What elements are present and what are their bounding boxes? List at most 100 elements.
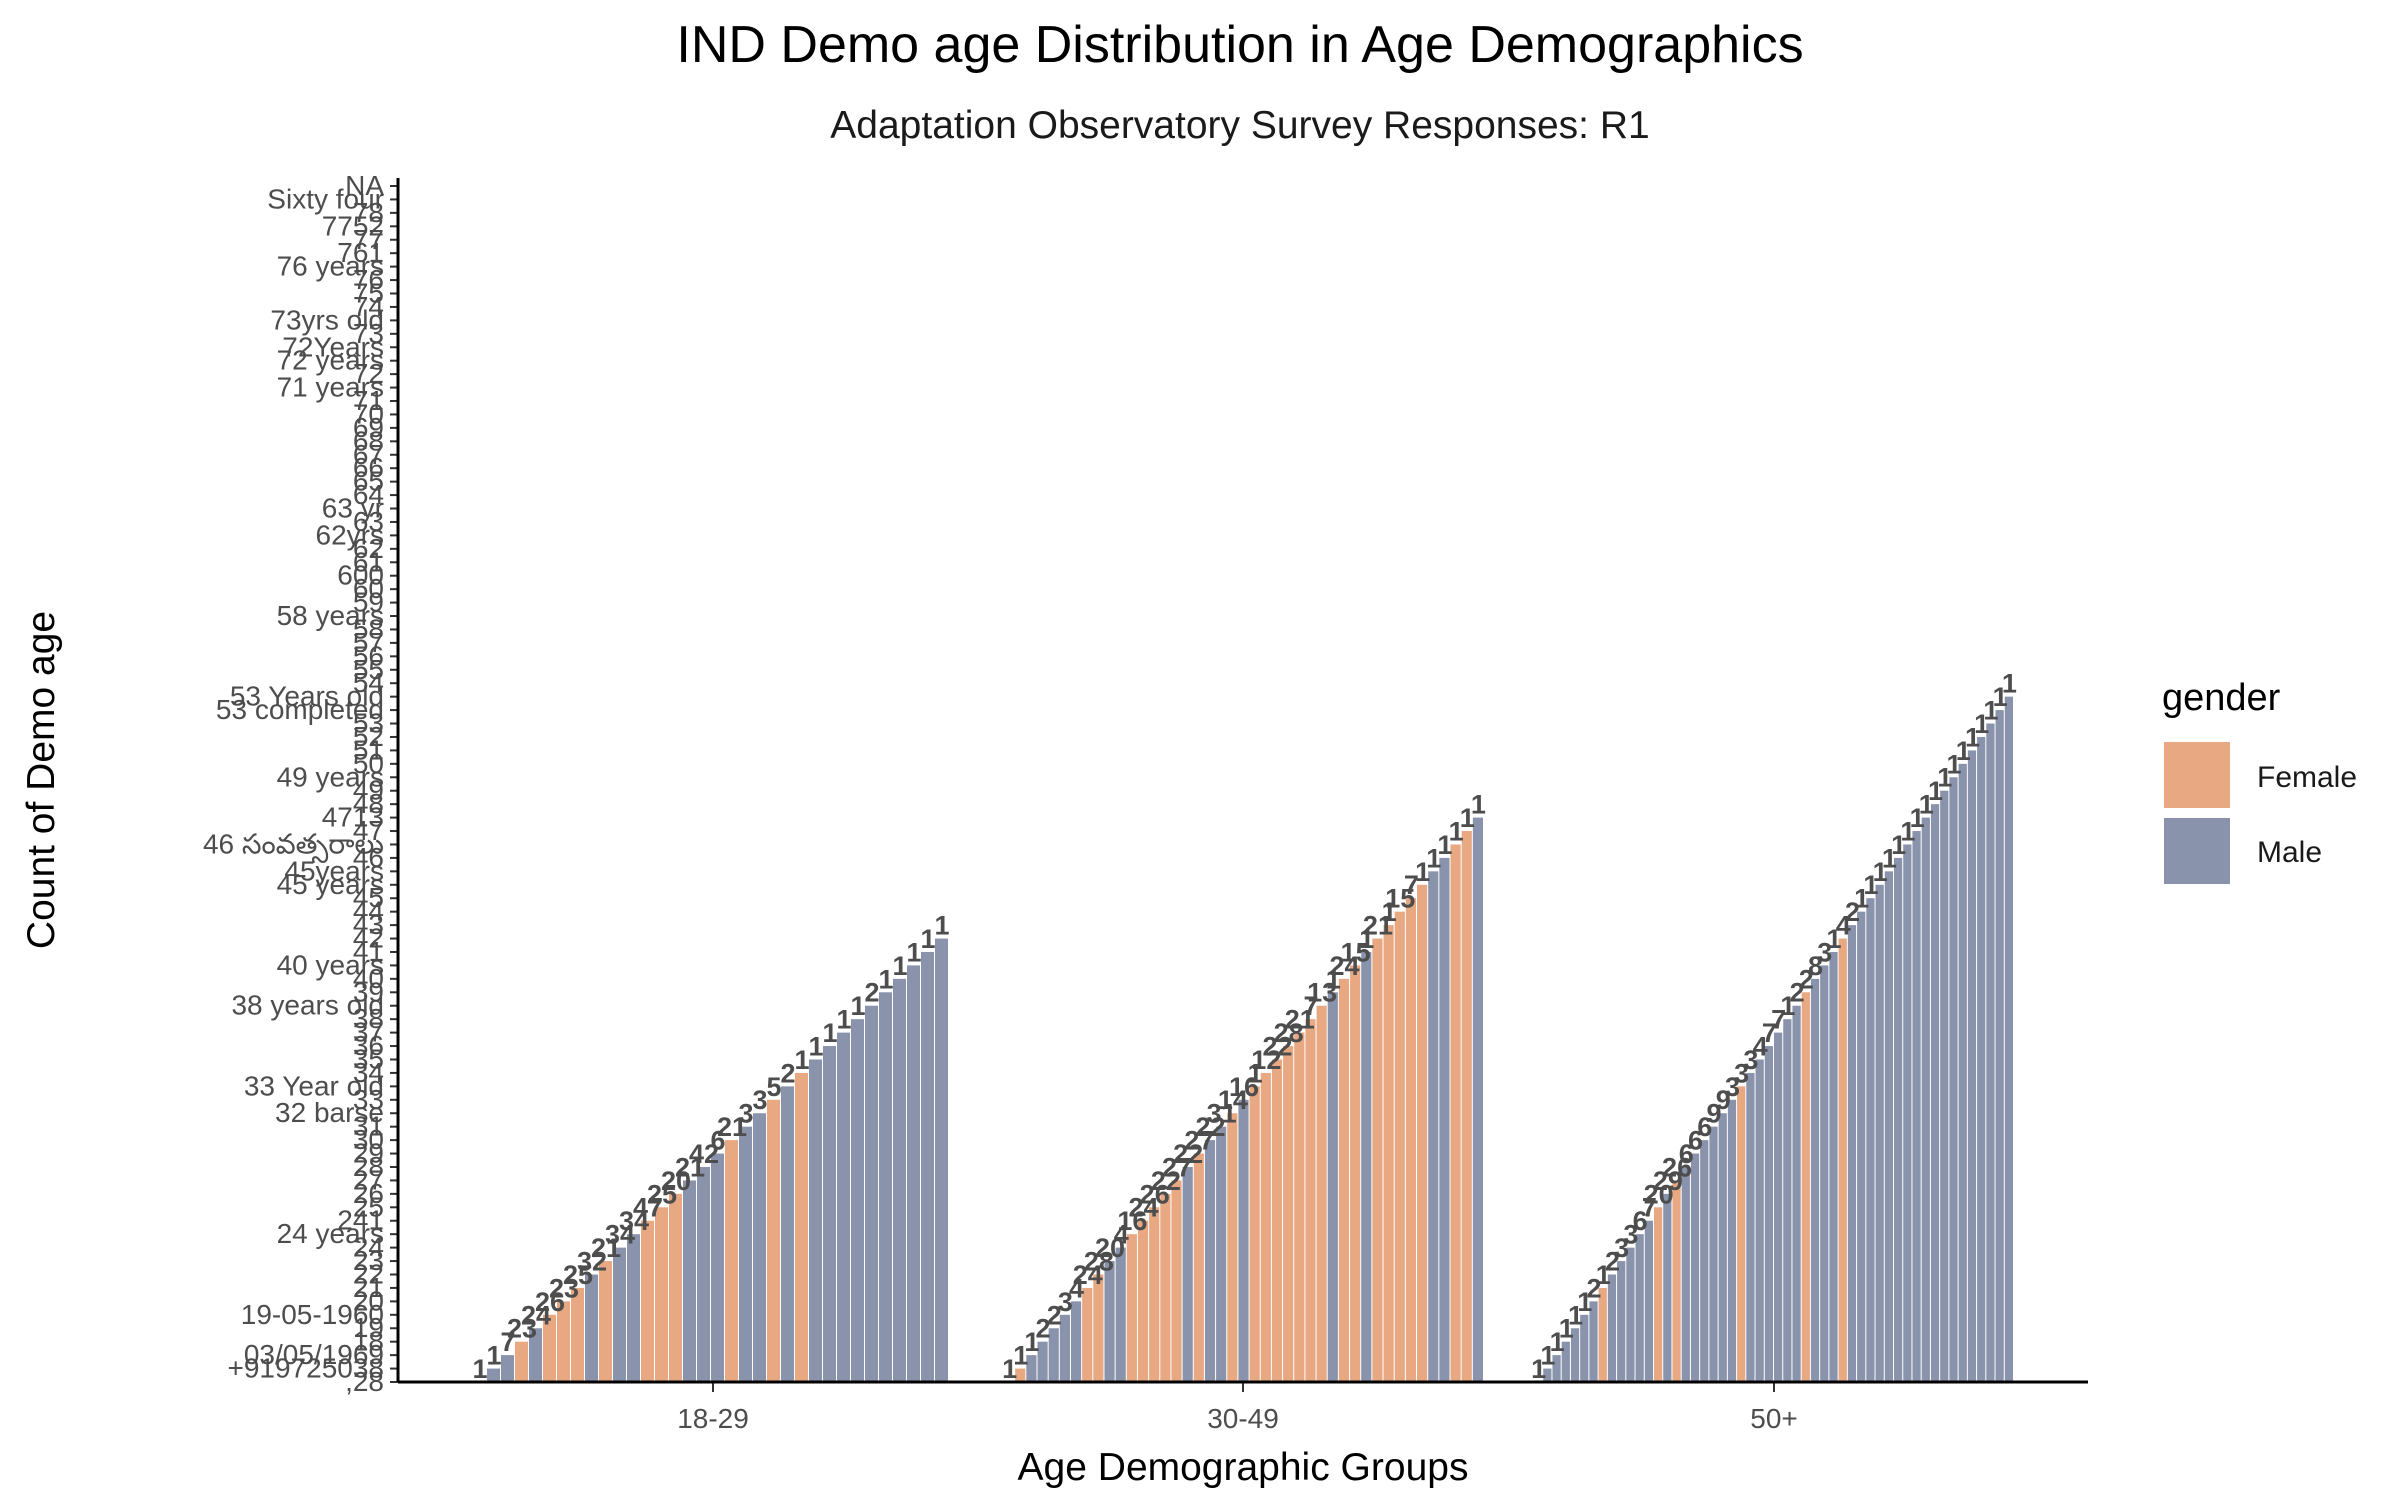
bar-count-label: 4 (1069, 1273, 1084, 1303)
bar (1875, 884, 1884, 1382)
bar (1171, 1180, 1182, 1382)
y-tick-label: 38 (353, 1003, 384, 1034)
y-tick-label: 31 (353, 1111, 384, 1142)
bar (1543, 1368, 1552, 1382)
bar-count-label: 21 (1363, 911, 1393, 941)
bar-count-label: 3 (1734, 1058, 1749, 1088)
bar-count-label: 1 (1928, 776, 1943, 806)
bar (1126, 1234, 1137, 1382)
bar-label-layer: 1172324262325322134344725202142621335211… (472, 669, 2016, 1384)
y-tick-label: 03/05/1969 (244, 1339, 384, 1370)
bar-count-label: 3 (1058, 1287, 1073, 1317)
bar-count-label: 22 (1151, 1166, 1181, 1196)
bar (1439, 857, 1450, 1382)
bar (1472, 817, 1483, 1382)
bar-count-label: 24 (1073, 1260, 1103, 1290)
y-tick-label: 45years (284, 855, 384, 886)
bar-count-label: 26 (535, 1287, 565, 1317)
bar (1810, 978, 1820, 1382)
bar (1820, 965, 1829, 1382)
bar (1316, 1005, 1327, 1382)
bar (1847, 925, 1857, 1382)
y-tick-label: 57 (353, 627, 384, 658)
bar (767, 1099, 780, 1382)
bar (571, 1287, 584, 1382)
y-tick-label: 56 (353, 640, 384, 671)
bar (1350, 965, 1361, 1382)
y-tick-label: 64 (353, 479, 384, 510)
bar-count-label: 2 (864, 978, 879, 1008)
bar-count-label: 5 (766, 1072, 781, 1102)
bar-count-label: 1 (1983, 696, 1998, 726)
bar (543, 1314, 556, 1382)
bar-count-label: 28 (1084, 1246, 1114, 1276)
bar-count-label: 1 (1882, 843, 1897, 873)
y-tick-label: 40 (353, 963, 384, 994)
y-tick-label: 72 (353, 358, 384, 389)
bar (1690, 1153, 1700, 1382)
bar-count-label: 26 (1140, 1179, 1170, 1209)
bar (1283, 1046, 1294, 1382)
bar (1607, 1274, 1617, 1382)
y-tick-label: 29 (353, 1138, 384, 1169)
bar-count-label: 1 (1993, 682, 2008, 712)
bar-count-label: 1 (1002, 1354, 1017, 1384)
bar (1626, 1247, 1635, 1382)
bar-count-label: 1 (1013, 1341, 1028, 1371)
bar (1015, 1368, 1026, 1382)
bar-count-label: 1 (1965, 722, 1980, 752)
y-tick-label: 54 (353, 667, 384, 698)
y-tick-label: 71 years (277, 372, 384, 403)
bar (1783, 1019, 1792, 1382)
legend-swatch-female (2164, 742, 2230, 808)
y-tick-label: 76 years (277, 251, 384, 282)
x-tick-label: 30-49 (1207, 1403, 1279, 1434)
bar-count-label: 1 (1596, 1260, 1611, 1290)
bar-count-label: 20 (661, 1166, 691, 1196)
y-tick-label: 36 (353, 1030, 384, 1061)
y-tick-label: +919725038 (227, 1353, 384, 1384)
bar-count-label: 13 (1307, 978, 1337, 1008)
y-tick-label: 45 (353, 882, 384, 913)
bar-count-label: 7 (1642, 1193, 1657, 1223)
bar (1570, 1328, 1580, 1382)
bar-count-label: 3 (1614, 1233, 1629, 1263)
legend: gender Female Male (2162, 677, 2357, 884)
y-tick-label: 761 (337, 237, 384, 268)
bar (1361, 951, 1372, 1382)
y-tick-label: 33 (353, 1084, 384, 1115)
bar-count-label: 1 (1863, 870, 1878, 900)
y-tick-label: 41 (353, 936, 384, 967)
y-axis-ticks: ,28+91972503803/05/1969181919-05-1960202… (203, 170, 398, 1397)
bar-count-label: 14 (1218, 1085, 1248, 1115)
y-tick-label: 33 Year old (244, 1070, 384, 1101)
bar-count-label: 1 (1956, 736, 1971, 766)
bar (1104, 1261, 1115, 1382)
bar-count-label: 27 (1162, 1152, 1192, 1182)
x-tick-label: 18-29 (677, 1403, 749, 1434)
bar (1801, 992, 1810, 1382)
bar-count-label: 1 (1854, 884, 1869, 914)
bar (1644, 1220, 1653, 1382)
bar (487, 1368, 500, 1382)
bar (1894, 857, 1903, 1382)
y-tick-label: 39 (353, 976, 384, 1007)
bar (879, 992, 892, 1382)
y-tick-label: 35 (353, 1043, 384, 1074)
bar-count-label: 7 (1303, 991, 1318, 1021)
bar-count-label: 2 (1047, 1300, 1062, 1330)
y-tick-label: 53 completed (216, 694, 384, 725)
bar (837, 1032, 850, 1382)
bar (1746, 1072, 1755, 1382)
bar-count-label: 27 (1184, 1126, 1214, 1156)
bar (1718, 1113, 1727, 1382)
y-tick-label: 47 (353, 815, 384, 846)
bar-count-label: 1 (906, 937, 921, 967)
y-tick-label: 67 (353, 439, 384, 470)
bar-count-label: 16 (1117, 1206, 1147, 1236)
bar (1294, 1032, 1305, 1382)
bar (1838, 938, 1847, 1382)
bar (711, 1153, 724, 1382)
bar-count-label: 2 (1036, 1314, 1051, 1344)
bar-count-label: 1 (1415, 857, 1430, 887)
